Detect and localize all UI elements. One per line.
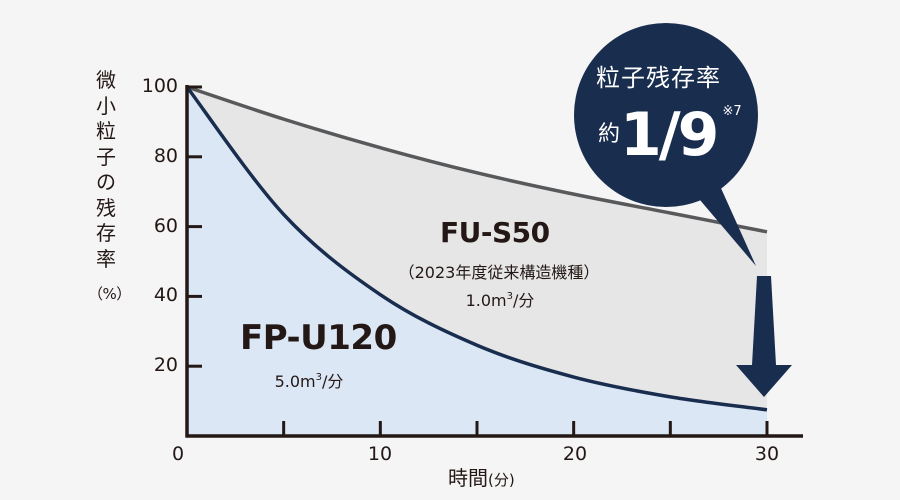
y-tick-label-80: 80 [153,145,178,167]
fp-u120-name: FP-U120 [240,318,397,358]
y-tick-label-100: 100 [141,75,178,97]
y-tick-label-60: 60 [153,215,178,237]
axes [185,85,803,438]
fu-s50-name: FU-S50 [440,216,550,249]
x-tick-label-0: 0 [171,443,185,465]
fp-u120-airflow: 5.0m3/分 [274,372,344,391]
x-axis-label: 時間(分) [448,466,515,490]
y-tick-label-20: 20 [153,354,178,376]
y-axis-unit: （%） [88,285,131,303]
y-tick-label-40: 40 [153,284,178,306]
fu-s50-airflow: 1.0m3/分 [465,291,535,310]
fp-u120-area [187,87,767,436]
fp-u120-line [185,85,768,412]
callout-title: 粒子残存率 [596,64,721,92]
y-ticks [187,85,202,368]
fu-s50-line [186,85,768,234]
fu-s50-subtitle: （2023年度従来構造機種） [398,263,600,282]
y-axis-label: 微小粒子の残存率 [96,68,116,271]
x-tick-label-20: 20 [562,443,588,465]
down-arrow-icon [736,276,792,397]
x-ticks [282,421,769,436]
x-tick-label-30: 30 [754,443,780,465]
callout-value: 約1/9 ※7 [598,100,742,170]
callout-bubble [574,23,758,266]
x-tick-label-10: 10 [367,443,393,465]
